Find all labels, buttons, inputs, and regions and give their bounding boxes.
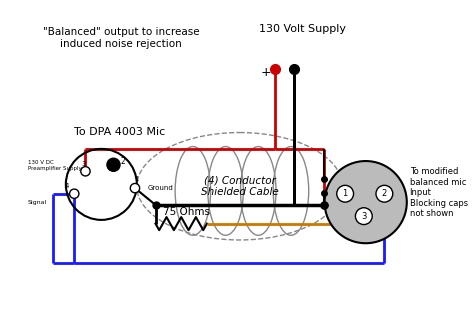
Circle shape: [130, 183, 140, 193]
Text: 75 Ohms: 75 Ohms: [163, 207, 210, 217]
Text: (4) Conductor
Shielded Cable: (4) Conductor Shielded Cable: [201, 175, 278, 197]
Text: +: +: [260, 66, 271, 79]
Circle shape: [356, 208, 372, 224]
Text: 4: 4: [64, 183, 69, 189]
Text: 3: 3: [361, 212, 366, 221]
Circle shape: [325, 161, 407, 243]
Text: 2: 2: [382, 189, 387, 198]
Circle shape: [81, 167, 90, 176]
Text: 130 V DC
Preamplifier Supply: 130 V DC Preamplifier Supply: [27, 160, 82, 171]
Text: "Balanced" output to increase
induced noise rejection: "Balanced" output to increase induced no…: [43, 27, 199, 49]
Text: 1: 1: [343, 189, 348, 198]
Text: 1: 1: [135, 176, 139, 182]
Circle shape: [376, 185, 393, 202]
Circle shape: [107, 158, 120, 171]
Text: Ground: Ground: [148, 185, 174, 191]
Circle shape: [70, 189, 79, 198]
Text: To modified
balanced mic
Input
Blocking caps
not shown: To modified balanced mic Input Blocking …: [410, 168, 468, 218]
Text: 3: 3: [82, 161, 86, 167]
Circle shape: [337, 185, 354, 202]
Text: To DPA 4003 Mic: To DPA 4003 Mic: [74, 127, 165, 137]
Text: 2: 2: [120, 158, 125, 166]
Text: 130 Volt Supply: 130 Volt Supply: [259, 24, 346, 34]
Text: Signal: Signal: [27, 200, 46, 205]
